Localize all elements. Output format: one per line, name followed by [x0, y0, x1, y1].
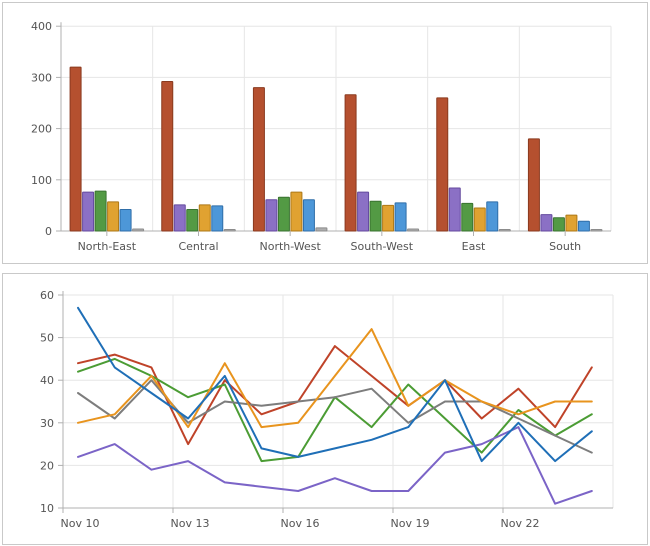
bar-series-red-central [161, 80, 174, 232]
x-tick-label: Nov 22 [501, 517, 540, 530]
y-tick-label: 30 [40, 417, 54, 430]
bar-series-gray-north-west [315, 227, 328, 232]
bar-series-purple-east [448, 187, 461, 232]
bar-series-green-central [186, 208, 199, 232]
y-tick-label: 400 [31, 20, 52, 33]
y-tick-label: 10 [40, 502, 54, 515]
bar-series-green-east [461, 202, 474, 232]
x-category-label: South [549, 240, 581, 253]
bar-series-orange-central [198, 204, 211, 232]
bar-series-blue-north-west [302, 199, 315, 232]
line-chart: Nov 10 Nov 13 Nov 16 Nov 19 Nov 22 10 20 30 40 50… [40, 289, 614, 530]
x-category-label: East [462, 240, 486, 253]
bar-series-gray-north-east [132, 228, 145, 232]
bar-chart-panel: 0 100 200 300 400 North-East Central North-West… [2, 2, 648, 264]
bar-series-red-east [436, 97, 449, 232]
y-tick-label: 40 [40, 374, 54, 387]
bar-series-blue-south-west [394, 202, 407, 232]
bar-series-green-north-east [94, 190, 107, 232]
x-tick-label: Nov 19 [391, 517, 430, 530]
bar-series-purple-central [173, 204, 186, 232]
bar-series-gray-south [590, 228, 603, 232]
y-tick-label: 200 [31, 123, 52, 136]
bar-series-purple-south-west [357, 191, 370, 232]
bar-series-purple-north-west [265, 199, 278, 232]
bar-chart: 0 100 200 300 400 North-East Central North-West… [31, 20, 612, 253]
x-tick-label: Nov 16 [281, 517, 320, 530]
bar-series-gray-central [223, 228, 236, 232]
x-category-label: Central [178, 240, 218, 253]
bar-series-orange-south-west [382, 204, 395, 232]
bar-series-purple-north-east [82, 191, 95, 232]
y-tick-label: 50 [40, 332, 54, 345]
bar-series-blue-central [211, 205, 224, 232]
y-tick-label: 300 [31, 71, 52, 84]
y-tick-label: 0 [45, 225, 52, 238]
bar-series-red-south [527, 138, 540, 232]
y-tick-label: 100 [31, 174, 52, 187]
bar-series-green-north-west [277, 196, 290, 232]
bar-series-blue-east [486, 201, 499, 232]
x-tick-label: Nov 13 [171, 517, 210, 530]
y-tick-label: 20 [40, 459, 54, 472]
bar-series-green-south-west [369, 200, 382, 232]
bar-series-gray-east [498, 228, 511, 232]
line-chart-panel: Nov 10 Nov 13 Nov 16 Nov 19 Nov 22 10 20 30 40 50… [2, 273, 648, 545]
bar-series-red-north-east [69, 66, 82, 232]
bar-series-blue-north-east [119, 208, 132, 232]
line-series-purple [77, 426, 593, 505]
bar-series-gray-south-west [407, 228, 420, 232]
bar-series-purple-south [540, 214, 553, 232]
bar-series-green-south [552, 217, 565, 232]
bar-series-red-north-west [252, 87, 265, 232]
line-series-orange [77, 328, 593, 429]
bar-series-orange-east [473, 207, 486, 232]
bar-series-red-south-west [344, 94, 357, 232]
bar-series-orange-north-west [290, 191, 303, 232]
line-series-blue [77, 306, 593, 463]
x-category-label: North-West [259, 240, 321, 253]
x-category-label: North-East [78, 240, 137, 253]
bar-series-blue-south [577, 220, 590, 232]
x-tick-label: Nov 10 [61, 517, 100, 530]
bar-series-orange-north-east [107, 201, 120, 232]
y-tick-label: 60 [40, 289, 54, 302]
bar-series-orange-south [565, 214, 578, 232]
x-category-label: South-West [351, 240, 414, 253]
